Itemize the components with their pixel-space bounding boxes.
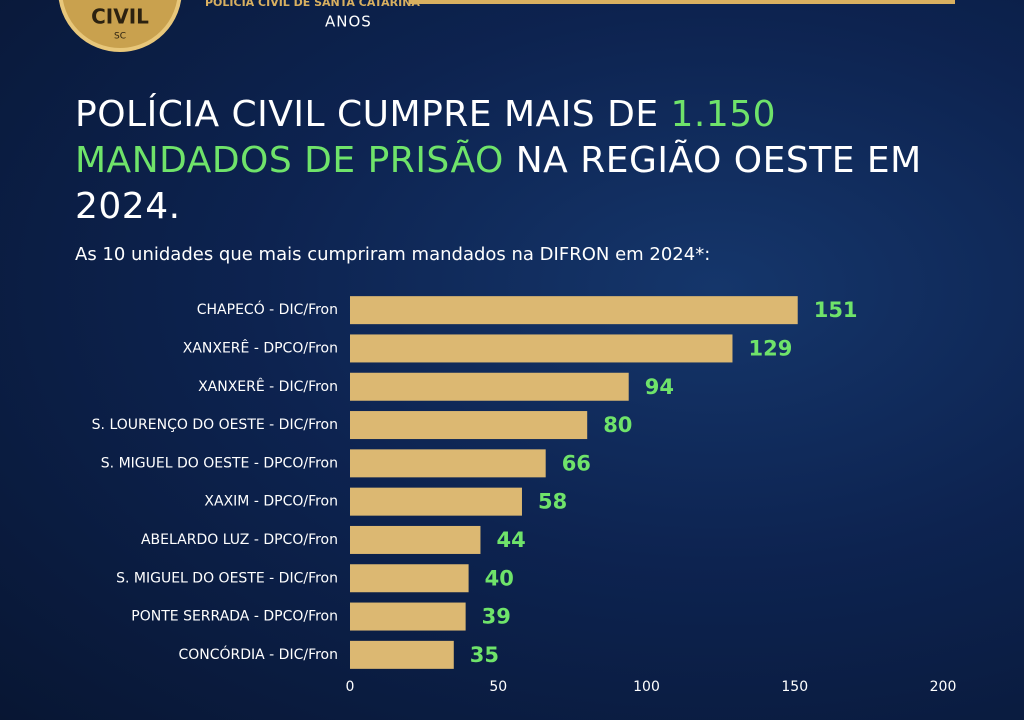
subtitle: As 10 unidades que mais cumpriram mandad… [75,244,710,265]
x-tick-label: 100 [633,679,660,695]
value-label: 94 [645,375,674,399]
value-label: 44 [496,528,525,552]
header-line [410,0,955,4]
category-label: CONCÓRDIA - DIC/Fron [178,645,338,663]
x-tick-label: 150 [781,679,808,695]
bar [350,411,588,440]
x-tick-label: 200 [930,679,957,695]
value-label: 35 [470,643,499,667]
category-label: CHAPECÓ - DIC/Fron [197,300,338,318]
value-label: 80 [603,413,632,437]
x-tick-label: 50 [489,679,507,695]
bar [350,372,629,401]
title-highlight: 1.150 MANDADOS DE PRISÃO [75,94,777,181]
category-label: PONTE SERRADA - DPCO/Fron [131,609,338,625]
category-label: ABELARDO LUZ - DPCO/Fron [141,532,338,548]
category-label: S. LOURENÇO DO OESTE - DIC/Fron [92,417,338,433]
x-tick-label: 0 [346,679,355,695]
chart-title: POLÍCIA CIVIL CUMPRE MAIS DE 1.150 MANDA… [75,92,975,230]
bar [350,602,466,631]
badge-text: CIVIL [91,5,149,29]
category-label: XANXERÊ - DPCO/Fron [183,338,338,356]
value-label: 40 [485,566,514,590]
category-label: XAXIM - DPCO/Fron [204,494,338,510]
value-label: 39 [482,605,511,629]
value-label: 66 [562,451,591,475]
bar [350,334,733,363]
category-label: S. MIGUEL DO OESTE - DPCO/Fron [101,455,338,471]
value-label: 58 [538,490,567,514]
bar [350,564,469,593]
badge [58,0,182,52]
bar [350,525,481,554]
title-start: POLÍCIA CIVIL CUMPRE MAIS DE [75,94,671,135]
value-label: 129 [748,336,792,360]
value-label: 151 [814,298,858,322]
title-end: NA REGIÃO OESTE EM 2024. [75,140,922,227]
category-label: XANXERÊ - DIC/Fron [198,377,338,395]
years: ANOS [325,13,372,31]
bar [350,640,454,669]
bar [350,449,546,478]
bar [350,296,798,325]
badge-state: SC [114,32,126,42]
bar [350,487,522,516]
category-label: S. MIGUEL DO OESTE - DIC/Fron [116,570,338,586]
brand: POLÍCIA CIVIL DE SANTA CATARINA [205,0,420,9]
